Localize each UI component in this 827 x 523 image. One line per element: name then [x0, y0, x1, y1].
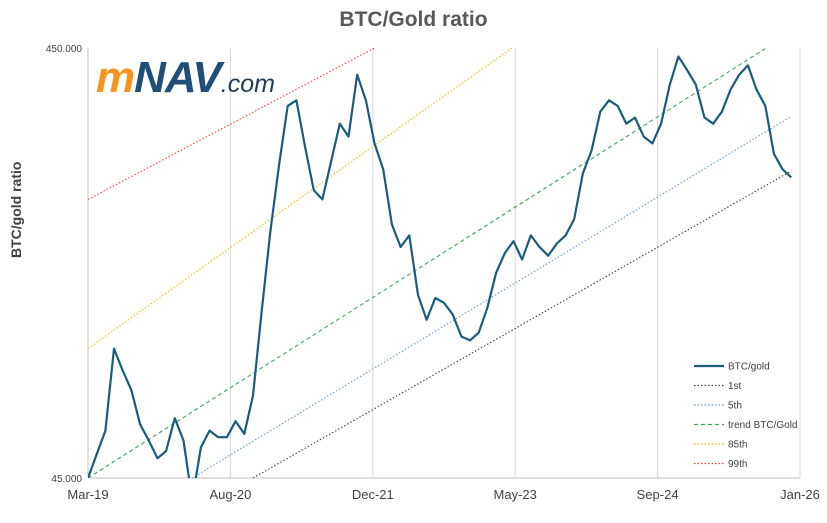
- x-tick-label: Aug-20: [209, 487, 251, 502]
- series-layer: [88, 48, 793, 478]
- y-tick-label: 450.000: [46, 44, 83, 55]
- series-line-5th: [191, 115, 792, 478]
- x-tick-label: May-23: [494, 487, 537, 502]
- tick-labels: Mar-19 Aug-20 Dec-21 May-23 Sep-24 Jan-26 45.0…: [46, 44, 820, 502]
- legend: BTC/gold 1st 5th trend BTC/Gold 85th 99th: [694, 362, 797, 470]
- series-line-btc-gold: [88, 55, 793, 478]
- x-tick-label: Sep-24: [637, 487, 679, 502]
- x-tick-label: Dec-21: [352, 487, 394, 502]
- legend-label: 5th: [728, 401, 742, 412]
- legend-label: 85th: [728, 440, 747, 451]
- x-tick-label: Jan-26: [780, 487, 820, 502]
- y-tick-label: 45.000: [51, 474, 82, 485]
- x-tick-label: Mar-19: [67, 487, 108, 502]
- grid-lines: [229, 48, 801, 478]
- mnav-logo: mNAV.com: [96, 53, 275, 102]
- legend-label: BTC/gold: [728, 362, 770, 373]
- chart-title: BTC/Gold ratio: [339, 8, 488, 31]
- legend-label: trend BTC/Gold: [728, 420, 797, 431]
- series-line-99th: [88, 48, 375, 200]
- series-line-1st: [252, 170, 792, 478]
- series-line-trend-btc-gold: [88, 48, 768, 478]
- legend-label: 99th: [728, 459, 747, 470]
- legend-label: 1st: [728, 381, 742, 392]
